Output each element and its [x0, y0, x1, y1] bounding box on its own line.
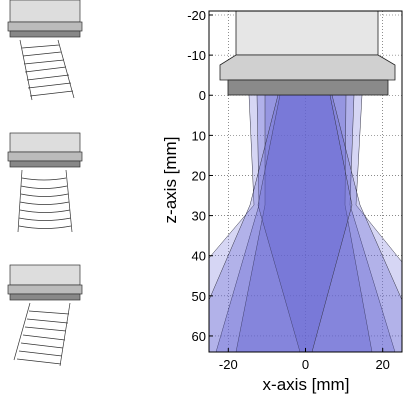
thumbnail-steered-right — [7, 264, 83, 367]
y-tick-label: 30 — [192, 209, 206, 224]
y-tick-label: 50 — [192, 289, 206, 304]
y-tick-label: 60 — [192, 329, 206, 344]
y-tick-label: 10 — [192, 128, 206, 143]
y-tick-label: -20 — [187, 8, 206, 23]
transducer — [219, 10, 396, 96]
y-tick-label: 20 — [192, 168, 206, 183]
x-tick-label: 0 — [302, 357, 309, 372]
y-tick-label: -10 — [187, 48, 206, 63]
y-axis-label: z-axis [mm] — [161, 137, 180, 224]
thumbnail-steered-left — [7, 0, 83, 101]
thumbnail-straight — [7, 132, 83, 233]
x-axis-label: x-axis [mm] — [263, 375, 350, 394]
y-tick-label: 40 — [192, 249, 206, 264]
y-tick-label: 0 — [199, 88, 206, 103]
plot-area — [208, 10, 403, 353]
x-tick-label: 20 — [375, 357, 389, 372]
beams — [208, 94, 403, 353]
x-tick-label: -20 — [219, 357, 238, 372]
